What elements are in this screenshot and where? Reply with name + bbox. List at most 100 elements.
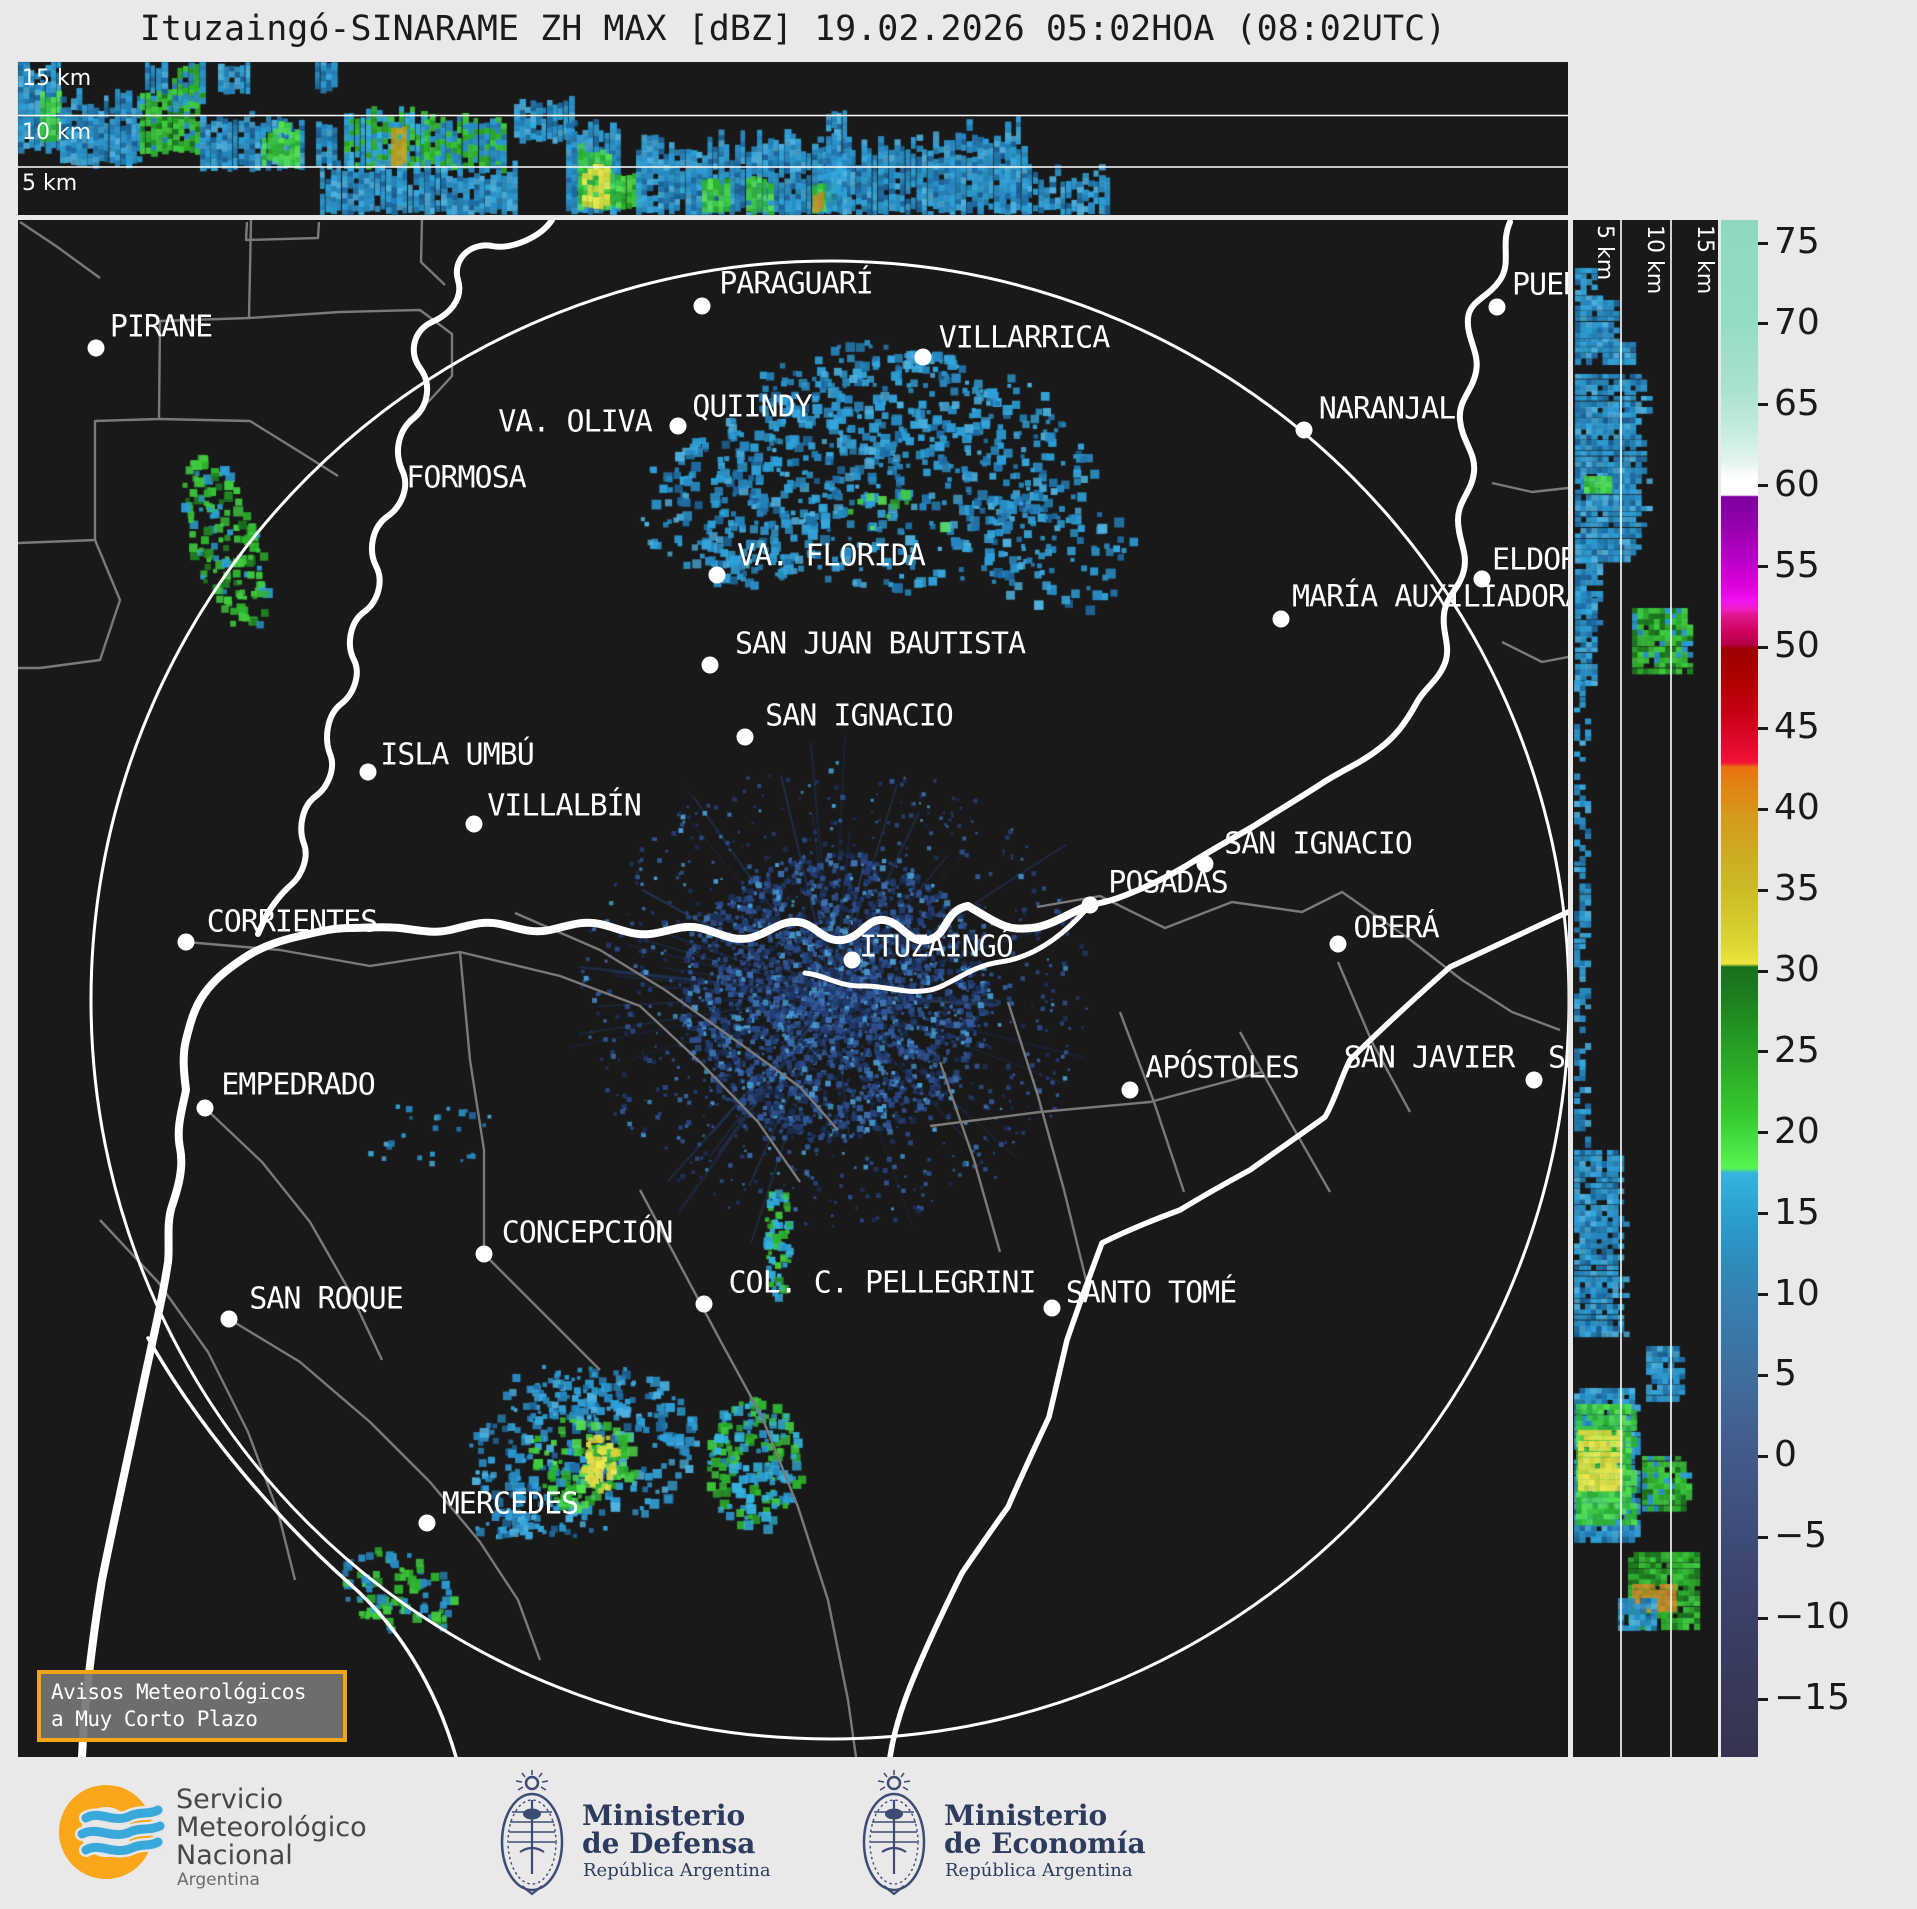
city-dot [475,1245,493,1263]
city-label: MARÍA AUXILIADORA [1292,579,1568,615]
city-label: VILLARRICA [938,320,1111,356]
city-dot [1081,896,1099,914]
smn-wave-3 [81,1837,163,1856]
colorbar-tick-label: 30 [1774,949,1820,990]
city-label: SANTO TOMÉ [1065,1275,1238,1311]
colorbar-tick-mark [1758,1212,1768,1216]
alert-line-1: Avisos Meteorológicos [51,1680,307,1704]
province-borders [18,220,1568,1757]
colorbar-tick-label: 40 [1774,787,1820,829]
paraguay-river [255,220,555,937]
city-dot [1329,935,1347,953]
city-label: FORMOSA [406,460,526,496]
colorbar-tick-mark [1758,565,1768,569]
city-dot [1121,1081,1139,1099]
colorbar-tick-mark [1758,1697,1768,1701]
colorbar-tick-label: 70 [1774,301,1820,343]
city-dot [1295,421,1313,439]
colorbar-tick-label: −10 [1774,1596,1850,1638]
colorbar-tick-label: 20 [1774,1110,1820,1152]
colorbar-tick-label: 55 [1774,544,1820,586]
city-label: PUERTO [1512,267,1568,303]
smn-name-line3: Nacional [176,1840,293,1871]
city-label: CONCEPCIÓN [501,1215,674,1251]
top-panel-label-5km: 5 km [22,171,78,196]
city-dot [418,1514,436,1532]
right-panel-label-10km: 10 km [1642,225,1667,295]
colorbar-tick-mark [1758,241,1768,245]
colorbar-tick-label: 0 [1774,1434,1797,1476]
city-label: ELDORADO [1492,542,1568,578]
city-label: ITUZAINGÓ [859,929,1014,965]
city-dot [465,815,483,833]
smn-name-line2: Meteorológico [176,1812,367,1843]
defensa-line1: Ministerio [582,1799,746,1832]
city-label: SAN JUAN BAUTISTA [734,626,1026,662]
city-label: VILLALBÍN [487,788,642,824]
radar-range-ring [89,259,1568,1741]
city-dot [1525,1071,1543,1089]
city-dot [177,933,195,951]
colorbar-tick-mark [1758,969,1768,973]
right-panel-label-5km: 5 km [1592,225,1617,281]
corriente-river [146,1336,458,1757]
colorbar-tick-label: −5 [1774,1515,1828,1557]
city-label: OBERÁ [1353,910,1439,946]
city-dot [701,656,719,674]
city-label: CORRIENTES [206,904,379,940]
defensa-line2: de Defensa [582,1827,756,1860]
colorbar-tick-label: 75 [1774,221,1820,262]
city-label: APÓSTOLES [1145,1050,1300,1086]
colorbar-tick-mark [1758,1131,1768,1135]
city-label: SAN ROQUE [249,1281,404,1317]
city-dot [693,297,711,315]
city-label: PARAGUARÍ [719,266,874,302]
city-label: SAN IGNACIO [1224,826,1413,862]
colorbar-tick-label: 45 [1774,706,1820,748]
city-label: ISLA UMBÚ [380,737,535,773]
city-dot [914,348,932,366]
city-label: EMPEDRADO [221,1067,376,1103]
colorbar-tick-label: 65 [1774,382,1820,424]
rivers [78,220,1568,1757]
city-dot [220,1310,238,1328]
smn-wave-2 [77,1821,165,1840]
defensa-coat-of-arms [500,1770,564,1896]
city-dot [736,728,754,746]
parana-river-main [78,901,1094,1757]
colorbar-tick-mark [1758,484,1768,488]
smn-name-line1: Servicio [176,1784,284,1815]
colorbar-tick-label: 5 [1774,1353,1797,1395]
uruguay-river [887,909,1568,1757]
city-label: POSADAS [1108,865,1228,901]
colorbar-tick-label: 50 [1774,625,1820,667]
parana-river-upper [1087,220,1513,908]
colorbar-tick-mark [1758,645,1768,649]
city-label: QUIINDY [692,389,812,425]
smn-logo [59,1785,167,1879]
alert-line-2: a Muy Corto Plazo [51,1707,258,1731]
city-label: SAN IGNACIO [765,698,954,734]
weather-alert-box: Avisos Meteorológicos a Muy Corto Plazo [37,1670,347,1742]
colorbar-tick-mark [1758,403,1768,407]
city-dot [1272,610,1290,628]
city-dot [1473,570,1491,588]
economia-line1: Ministerio [944,1799,1108,1832]
city-dot [843,951,861,969]
colorbar-tick-mark [1758,1535,1768,1539]
altitude-level-lines [18,114,1672,1757]
colorbar-tick-mark [1758,1454,1768,1458]
city-dot [669,417,687,435]
colorbar-tick-label: 60 [1774,463,1820,505]
colorbar-tick-mark [1758,1293,1768,1297]
city-dot [196,1099,214,1117]
city-label: COL. C. PELLEGRINI [728,1265,1036,1301]
city-dot [1488,298,1506,316]
colorbar-tick-label: 15 [1774,1191,1820,1233]
colorbar-tick-mark [1758,888,1768,892]
city-label: SAN [1548,1040,1568,1076]
city-dot [695,1295,713,1313]
